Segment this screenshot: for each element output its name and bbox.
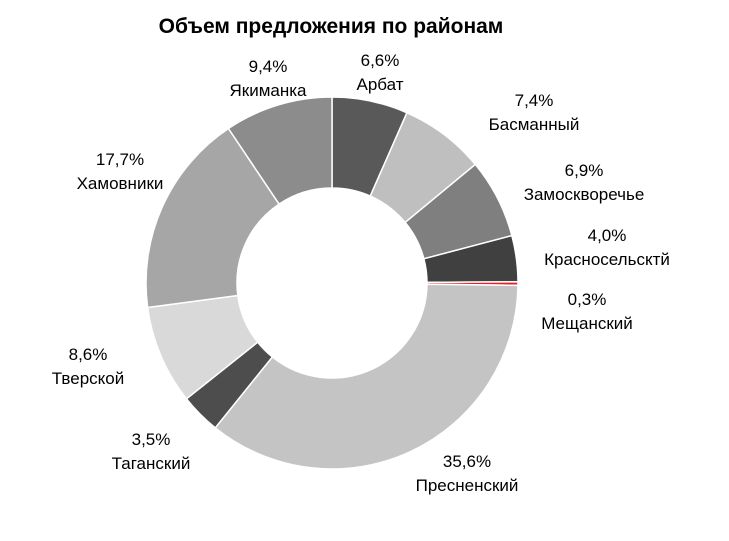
slice-value-label: 7,4%: [515, 91, 554, 110]
slice-name-label: Арбат: [356, 75, 403, 94]
slice-value-label: 35,6%: [443, 452, 491, 471]
slice-name-label: Замоскворечье: [524, 185, 645, 204]
slice-name-label: Мещанский: [541, 314, 633, 333]
slice-name-label: Тверской: [52, 369, 124, 388]
chart-title: Объем предложения по районам: [159, 15, 504, 38]
slice-value-label: 0,3%: [568, 290, 607, 309]
donut-slices: [145, 96, 519, 470]
slice-value-label: 9,4%: [249, 57, 288, 76]
slice-labels: 6,6% Арбат 7,4% Басманный 6,9% Замоскворечье 4…: [52, 51, 670, 495]
slice-value-label: 3,5%: [132, 430, 171, 449]
slice-value-label: 6,6%: [361, 51, 400, 70]
slice-9: [145, 127, 281, 309]
slice-value-label: 4,0%: [588, 226, 627, 245]
slice-name-label: Басманный: [489, 115, 580, 134]
slice-name-label: Красносельсктй: [544, 250, 670, 269]
slice-name-label: Пресненский: [416, 476, 519, 495]
slice-value-label: 6,9%: [565, 161, 604, 180]
slice-name-label: Таганский: [112, 454, 191, 473]
slice-name-label: Хамовники: [77, 174, 164, 193]
slice-6: [214, 283, 519, 470]
slice-name-label: Якиманка: [229, 81, 307, 100]
slice-value-label: 17,7%: [96, 150, 144, 169]
slice-10: [227, 96, 333, 206]
slice-value-label: 8,6%: [69, 345, 108, 364]
